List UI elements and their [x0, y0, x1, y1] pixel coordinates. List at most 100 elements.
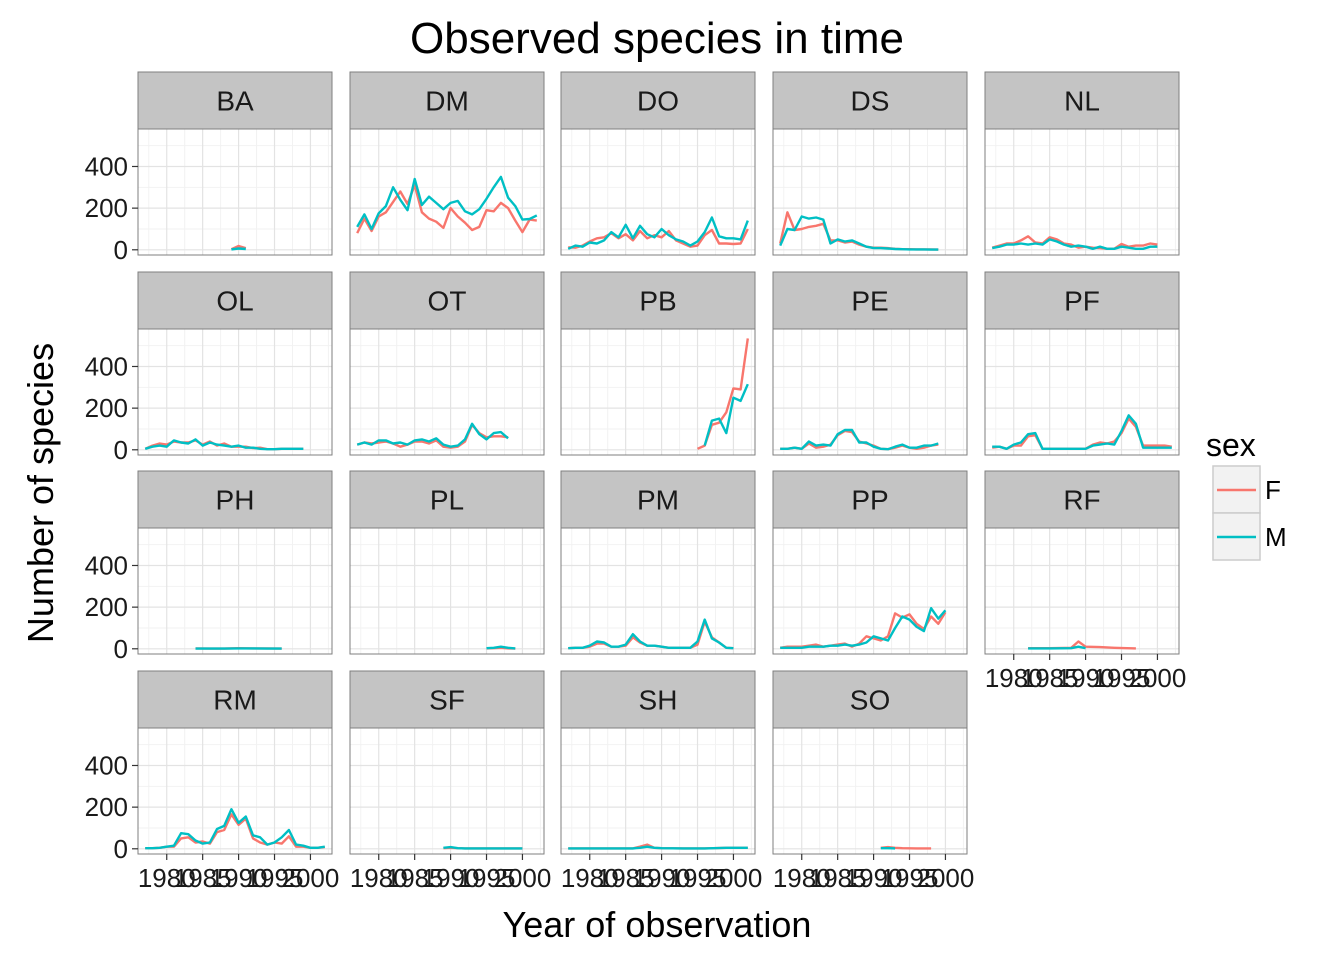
x-tick-label: 1980	[985, 663, 1043, 693]
x-tick-label: 1995	[881, 863, 939, 893]
panel-border	[137, 527, 333, 655]
series-line-f	[356, 423, 509, 449]
legend-label: M	[1265, 522, 1287, 552]
x-tick-label: 1990	[845, 863, 903, 893]
x-tick-label: 2000	[705, 863, 763, 893]
panel-background	[985, 129, 1179, 255]
facet-panel-pm: PM	[560, 470, 756, 655]
series-line-m	[703, 383, 749, 446]
y-tick-label: 200	[85, 193, 128, 223]
legend-title: sex	[1206, 427, 1256, 463]
facet-panel-ph: PH 0 200 400	[85, 470, 333, 664]
legend-entry-f: F	[1212, 465, 1281, 514]
series-line-m	[567, 216, 749, 250]
panel-border	[772, 328, 968, 456]
y-tick-label: 400	[85, 550, 128, 580]
series-line-m	[992, 414, 1172, 450]
series-line-m	[780, 607, 947, 649]
panel-border	[137, 328, 333, 456]
panel-border	[349, 128, 545, 256]
panel-background	[138, 329, 332, 455]
x-tick-label: 1990	[1057, 663, 1115, 693]
y-tick-label: 200	[85, 792, 128, 822]
panel-border	[772, 527, 968, 655]
y-tick-label: 200	[85, 592, 128, 622]
panel-border	[349, 527, 545, 655]
panel-background	[773, 728, 967, 854]
facet-strip	[560, 271, 756, 330]
legend-entry-m: M	[1212, 512, 1287, 561]
facet-strip	[772, 670, 968, 729]
panel-background	[773, 129, 967, 255]
facet-panel-ol: OL 0 200 400	[85, 271, 333, 465]
facet-label: SH	[639, 685, 678, 716]
panel-background	[138, 528, 332, 654]
facet-strip	[349, 470, 545, 529]
x-tick-label: 1995	[246, 863, 304, 893]
panel-border	[560, 128, 756, 256]
x-tick-label: 2000	[917, 863, 975, 893]
facet-label: PP	[851, 485, 888, 516]
facet-strip	[772, 271, 968, 330]
panel-border	[560, 527, 756, 655]
y-tick-label: 400	[85, 750, 128, 780]
panel-background	[773, 528, 967, 654]
series-line-m	[779, 215, 939, 251]
facet-strip	[137, 670, 333, 729]
x-tick-label: 1980	[138, 863, 196, 893]
y-tick-label: 0	[114, 235, 128, 265]
y-tick-label: 400	[85, 351, 128, 381]
facet-label: PH	[216, 485, 255, 516]
series-line-m	[486, 645, 516, 650]
facet-panel-ds: DS	[772, 71, 968, 256]
x-tick-label: 1985	[1021, 663, 1079, 693]
x-tick-label: 1990	[210, 863, 268, 893]
chart-title: Observed species in time	[410, 14, 904, 63]
facet-strip	[984, 470, 1180, 529]
facet-label: OT	[428, 286, 467, 317]
facet-strip	[349, 670, 545, 729]
x-tick-label: 2000	[494, 863, 552, 893]
panel-border	[560, 727, 756, 855]
panel-border	[349, 727, 545, 855]
series-line-m	[780, 428, 939, 451]
panel-border	[984, 128, 1180, 256]
series-line-m	[356, 422, 509, 448]
x-tick-label: 1985	[174, 863, 232, 893]
facet-panel-do: DO	[560, 71, 756, 256]
series-line-m	[356, 175, 538, 231]
x-tick-label: 1990	[633, 863, 691, 893]
series-line-m	[231, 247, 246, 251]
facet-label: RF	[1063, 485, 1100, 516]
series-line-m	[145, 808, 325, 850]
x-tick-label: 1980	[561, 863, 619, 893]
facet-strip	[560, 670, 756, 729]
panel-background	[350, 129, 544, 255]
facet-strip	[137, 470, 333, 529]
y-tick-label: 0	[114, 634, 128, 664]
panel-background	[561, 329, 755, 455]
facet-panel-pb: PB	[560, 271, 756, 456]
panel-background	[350, 728, 544, 854]
x-tick-label: 1995	[458, 863, 516, 893]
legend: sex FM	[1206, 427, 1287, 561]
facet-label: BA	[216, 86, 254, 117]
legend-label: F	[1265, 475, 1281, 505]
series-line-m	[991, 238, 1158, 250]
x-tick-label: 2000	[1129, 663, 1187, 693]
x-tick-label: 2000	[282, 863, 340, 893]
panel-border	[349, 328, 545, 456]
panel-background	[985, 329, 1179, 455]
panel-background	[138, 728, 332, 854]
y-tick-label: 0	[114, 834, 128, 864]
facet-label: PB	[639, 286, 676, 317]
panel-background	[561, 728, 755, 854]
x-tick-label: 1980	[773, 863, 831, 893]
facet-panels: BA 0 200 400 DM DO DS NL OL 0 200 400 OT PB PE PF PH 0 200…	[85, 71, 1187, 893]
